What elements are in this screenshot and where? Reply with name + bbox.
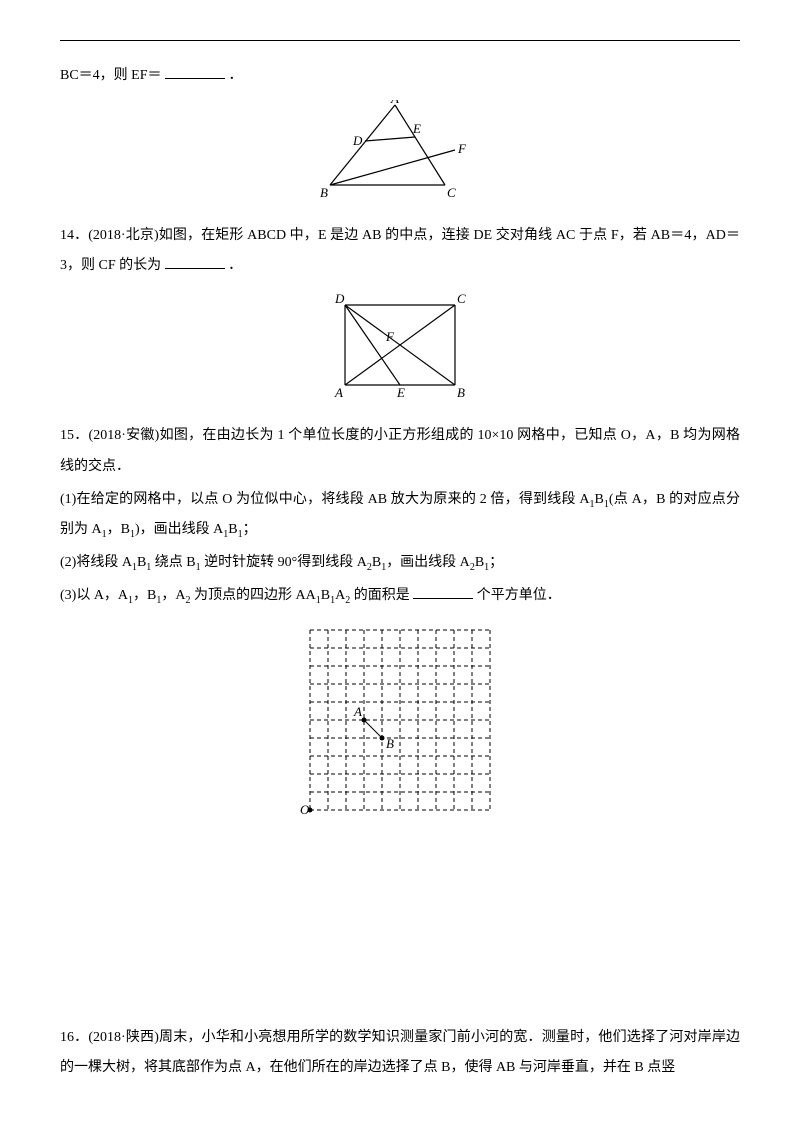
t: ，B [133,588,156,603]
t: ，画出线段 A [386,555,470,570]
q13-suffix: ． [229,68,243,83]
q13-blank [165,64,225,79]
q15-blank [413,584,473,599]
svg-text:B: B [386,736,394,751]
t: A [335,588,345,603]
t: (2)将线段 A [60,555,132,570]
triangle-svg: A B C D E F [320,100,480,200]
svg-text:F: F [385,329,395,344]
t: B [228,522,237,537]
q15-part3: (3)以 A，A1，B1，A2 为顶点的四边形 AA1B1A2 的面积是 个平方… [60,581,740,612]
q15-part2: (2)将线段 A1B1 绕点 B1 逆时针旋转 90°得到线段 A2B1，画出线… [60,548,740,579]
q15-intro: 15．(2018·安徽)如图，在由边长为 1 个单位长度的小正方形组成的 10×… [60,421,740,483]
t: B [137,555,146,570]
t: (3)以 A，A [60,588,128,603]
q14-body: 14．(2018·北京)如图，在矩形 ABCD 中，E 是边 AB 的中点，连接… [60,228,740,274]
t: ，A [161,588,185,603]
svg-text:B: B [320,185,328,200]
t: )，画出线段 A [135,522,223,537]
svg-text:A: A [353,704,362,719]
page: BC＝4，则 EF＝ ． ABCDEF 14．(2018·北京)如图，在矩形 A… [0,0,800,1136]
svg-text:A: A [390,100,399,106]
svg-text:D: D [352,133,363,148]
svg-text:D: D [334,291,345,306]
spacing [60,841,740,1021]
q14-suffix: ． [228,258,242,273]
svg-text:E: E [396,385,405,400]
q16-text: 16．(2018·陕西)周末，小华和小亮想用所学的数学知识测量家门前小河的宽．测… [60,1023,740,1085]
svg-text:C: C [447,185,456,200]
t: B [475,555,484,570]
svg-text:E: E [412,121,421,136]
t: B [372,555,381,570]
q13-continuation: BC＝4，则 EF＝ ． [60,61,740,92]
t: ； [489,555,503,570]
t: ，B [107,522,130,537]
q13-text: BC＝4，则 EF＝ [60,68,162,83]
t: 为顶点的四边形 AA [191,588,316,603]
t: ； [243,522,257,537]
rectangle-svg: A B C D E F [330,290,470,400]
q14-blank [165,254,225,269]
figure-grid: O A B [60,620,740,833]
figure-triangle: A B C D E F [60,100,740,213]
t: B [321,588,330,603]
q14-text: 14．(2018·北京)如图，在矩形 ABCD 中，E 是边 AB 的中点，连接… [60,221,740,283]
svg-text:F: F [457,141,467,156]
t: 绕点 B [151,555,195,570]
svg-text:C: C [457,291,466,306]
t: (1)在给定的网格中，以点 O 为位似中心，将线段 AB 放大为原来的 2 倍，… [60,492,589,507]
top-rule [60,40,740,41]
svg-text:B: B [457,385,465,400]
grid-svg: O A B [300,620,500,820]
svg-text:O: O [300,802,310,817]
t: B [594,492,603,507]
t: 的面积是 [350,588,410,603]
figure-rectangle: A B C D E F [60,290,740,413]
t: 逆时针旋转 90°得到线段 A [201,555,367,570]
svg-text:A: A [334,385,343,400]
q15-part1: (1)在给定的网格中，以点 O 为位似中心，将线段 AB 放大为原来的 2 倍，… [60,485,740,547]
t: 个平方单位． [477,588,561,603]
